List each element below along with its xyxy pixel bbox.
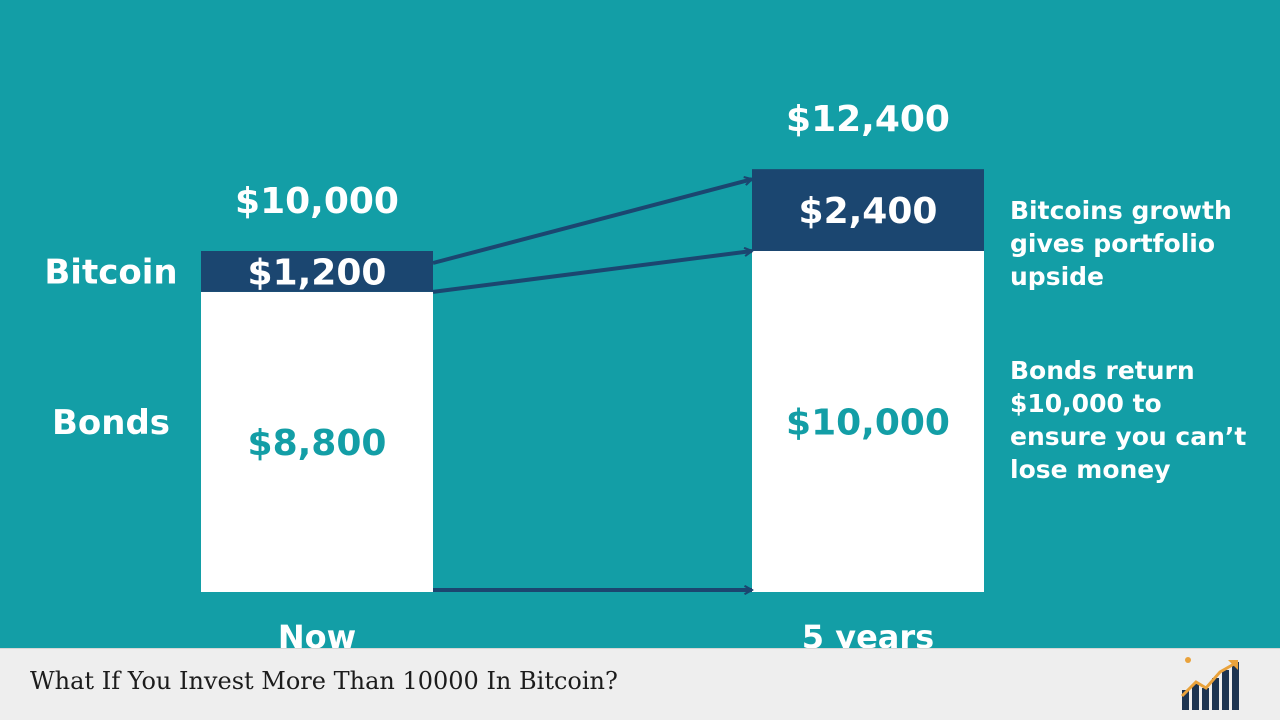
bar-bonds-1 — [752, 251, 984, 592]
stacked-bar-chart: $8,800 $1,200 $10,000 Now $10,000 $2,400 $12,4… — [44, 99, 1246, 648]
page-title: What If You Invest More Than 10000 In Bi… — [30, 667, 618, 695]
annotation-bitcoin-growth-line-1: gives portfolio — [1010, 229, 1215, 258]
connector-arrow-0 — [432, 179, 752, 265]
annotation-bonds-return-line-1: $10,000 to — [1010, 389, 1162, 418]
bar-bitcoin-1 — [752, 169, 984, 251]
row-label-bonds: Bonds — [52, 403, 170, 443]
annotation-bitcoin-growth-line-0: Bitcoins growth — [1010, 196, 1232, 225]
data-label-bitcoin-0: $1,200 — [248, 252, 387, 293]
bar-bonds-0 — [201, 291, 433, 592]
row-label-bitcoin: Bitcoin — [44, 252, 177, 292]
total-label-1: $12,400 — [786, 99, 950, 140]
category-label-1: 5 years — [802, 618, 934, 648]
category-label-0: Now — [278, 618, 356, 648]
annotation-bitcoin-growth-line-2: upside — [1010, 262, 1104, 291]
growth-chart-logo-icon — [1180, 657, 1239, 710]
annotation-bonds-return-line-3: lose money — [1010, 455, 1171, 484]
data-label-bonds-1: $10,000 — [786, 403, 950, 444]
annotation-bonds-return-line-2: ensure you can’t — [1010, 422, 1246, 451]
data-label-bitcoin-1: $2,400 — [799, 191, 938, 232]
total-label-0: $10,000 — [235, 181, 399, 222]
bar-bitcoin-0 — [201, 251, 433, 292]
footer-bar: What If You Invest More Than 10000 In Bi… — [0, 648, 1280, 720]
data-label-bonds-0: $8,800 — [248, 423, 387, 464]
connector-arrow-1 — [432, 251, 752, 294]
chart-canvas: $8,800 $1,200 $10,000 Now $10,000 $2,400 $12,4… — [44, 99, 1247, 648]
annotation-bonds-return-line-0: Bonds return — [1010, 356, 1195, 385]
